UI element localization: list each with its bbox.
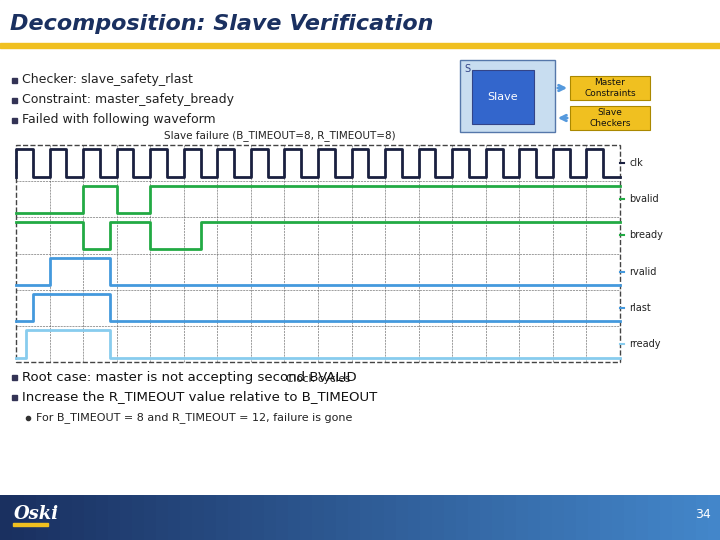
Bar (564, 495, 577, 540)
Bar (240, 495, 253, 540)
Bar (552, 495, 565, 540)
Bar (24, 495, 37, 540)
Bar (180, 495, 193, 540)
Bar (480, 495, 493, 540)
Bar (684, 495, 697, 540)
Bar (156, 495, 169, 540)
Bar (228, 495, 241, 540)
Bar (660, 495, 673, 540)
Bar (516, 495, 529, 540)
Bar (648, 495, 661, 540)
Bar (600, 495, 613, 540)
Bar (696, 495, 709, 540)
Bar (372, 495, 385, 540)
Bar (432, 495, 445, 540)
Bar (252, 495, 265, 540)
Bar (312, 495, 325, 540)
Bar (0, 0, 720, 43)
Bar (192, 495, 205, 540)
Bar (396, 495, 409, 540)
Text: rlast: rlast (629, 303, 651, 313)
Text: Failed with following waveform: Failed with following waveform (22, 113, 215, 126)
Bar (360, 495, 373, 540)
Text: Increase the R_TIMEOUT value relative to B_TIMEOUT: Increase the R_TIMEOUT value relative to… (22, 390, 377, 403)
Bar (570, 106, 650, 130)
Bar (624, 495, 637, 540)
Bar (576, 495, 589, 540)
Bar (48, 495, 61, 540)
Text: For B_TIMEOUT = 8 and R_TIMEOUT = 12, failure is gone: For B_TIMEOUT = 8 and R_TIMEOUT = 12, fa… (36, 413, 352, 423)
Bar (12, 118, 17, 123)
Bar (13, 523, 48, 526)
Bar (528, 495, 541, 540)
Bar (12, 395, 17, 400)
Bar (96, 495, 109, 540)
Text: Slave: Slave (487, 92, 518, 102)
Bar (60, 495, 73, 540)
Text: bvalid: bvalid (629, 194, 659, 204)
Bar (492, 495, 505, 540)
Bar (264, 495, 277, 540)
Bar (468, 495, 481, 540)
Bar (504, 495, 517, 540)
Bar (348, 495, 361, 540)
Bar (708, 495, 720, 540)
Bar (420, 495, 433, 540)
Text: bready: bready (629, 231, 663, 240)
Bar (36, 495, 49, 540)
Bar (288, 495, 301, 540)
Bar (0, 495, 13, 540)
Text: Slave failure (B_TIMEOUT=8, R_TIMEOUT=8): Slave failure (B_TIMEOUT=8, R_TIMEOUT=8) (164, 131, 396, 141)
Bar (12, 98, 17, 103)
Text: Slave
Checkers: Slave Checkers (589, 109, 631, 127)
Text: Checker: slave_safety_rlast: Checker: slave_safety_rlast (22, 73, 193, 86)
Bar (12, 495, 25, 540)
Text: Clock cycles: Clock cycles (286, 374, 350, 384)
Bar (144, 495, 157, 540)
Bar (120, 495, 133, 540)
Text: Constraint: master_safety_bready: Constraint: master_safety_bready (22, 93, 234, 106)
Bar (460, 60, 555, 132)
Bar (456, 495, 469, 540)
Bar (570, 76, 650, 100)
Bar (336, 495, 349, 540)
Text: Master
Constraints: Master Constraints (584, 78, 636, 98)
Text: Root case: master is not accepting second BVALID: Root case: master is not accepting secon… (22, 370, 356, 383)
Bar (636, 495, 649, 540)
Bar (0, 48, 720, 495)
Bar (0, 43, 720, 48)
Text: 34: 34 (695, 508, 711, 521)
Bar (408, 495, 421, 540)
Bar (72, 495, 85, 540)
Bar (132, 495, 145, 540)
Text: S: S (464, 64, 470, 74)
Bar (84, 495, 97, 540)
Text: Oski: Oski (14, 505, 59, 523)
Bar (472, 70, 534, 124)
Text: clk: clk (629, 158, 643, 168)
Bar (12, 375, 17, 380)
Bar (300, 495, 313, 540)
Bar (588, 495, 601, 540)
Bar (672, 495, 685, 540)
Bar (276, 495, 289, 540)
Bar (324, 495, 337, 540)
Bar (384, 495, 397, 540)
Bar (204, 495, 217, 540)
Bar (108, 495, 121, 540)
Bar (216, 495, 229, 540)
Text: rvalid: rvalid (629, 267, 657, 276)
Bar (540, 495, 553, 540)
Text: Decomposition: Slave Verification: Decomposition: Slave Verification (10, 14, 433, 34)
Bar (168, 495, 181, 540)
Bar (16, 145, 620, 362)
Bar (612, 495, 625, 540)
Bar (12, 78, 17, 83)
Bar (444, 495, 457, 540)
Text: rready: rready (629, 339, 660, 349)
